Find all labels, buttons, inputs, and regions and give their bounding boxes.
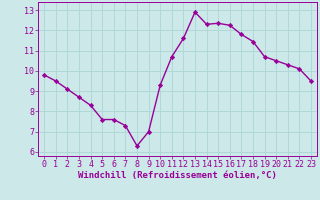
X-axis label: Windchill (Refroidissement éolien,°C): Windchill (Refroidissement éolien,°C) — [78, 171, 277, 180]
